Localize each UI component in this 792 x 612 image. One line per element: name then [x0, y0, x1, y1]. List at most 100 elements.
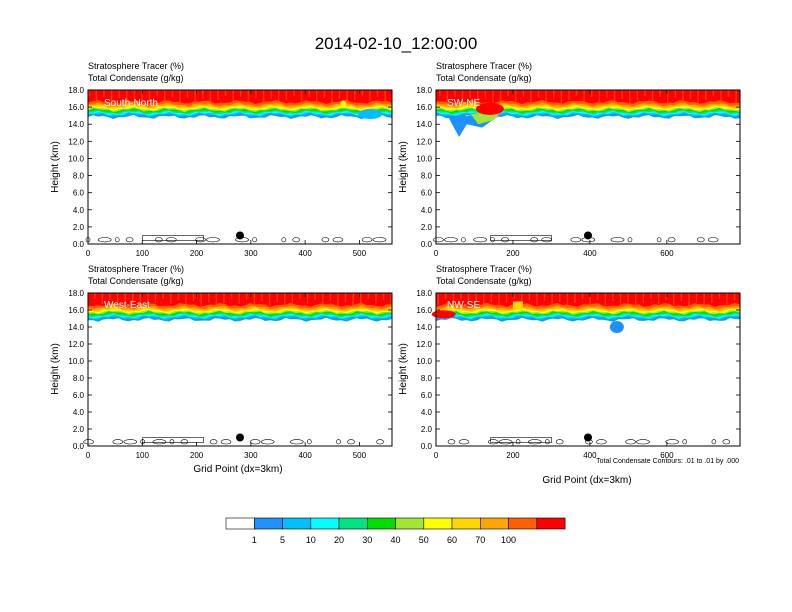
panel-west-east: Stratosphere Tracer (%) Total Condensate…: [50, 264, 393, 475]
tracer-streak: [545, 90, 547, 103]
tracer-streak: [581, 293, 584, 299]
y-tick-label: 6.0: [421, 391, 433, 400]
plot-area-sw-ne: 0.0 2.0 4.0 6.0 8.0 10.0 12.0 14.0 16.0 18.0 0 200 4…: [416, 86, 741, 258]
tracer-band: [436, 90, 740, 104]
tracer-streak: [331, 90, 333, 103]
condensate-contour: [707, 237, 719, 243]
tracer-streak: [513, 293, 515, 299]
tracer-streak: [284, 293, 286, 307]
condensate-contour: [152, 439, 167, 445]
tracer-streak: [262, 90, 265, 103]
tracer-streak: [568, 90, 570, 100]
tracer-streak: [133, 90, 136, 99]
condensate-contour: [249, 439, 261, 445]
x-tick-label: 200: [190, 451, 204, 460]
panel-header-line2: Total Condensate (g/kg): [88, 276, 184, 286]
condensate-contour: [682, 439, 688, 445]
condensate-contour: [447, 439, 456, 445]
y-axis-label: Height (km): [398, 343, 409, 395]
tracer-streak: [147, 293, 149, 307]
location-marker: [584, 231, 592, 240]
tracer-streak: [461, 90, 464, 102]
tracer-intrusion: [475, 102, 504, 115]
tracer-intrusion: [470, 111, 502, 125]
x-tick-label: 500: [353, 249, 367, 258]
x-tick-label: 200: [506, 451, 520, 460]
figure-title: 2014-02-10_12:00:00: [315, 34, 478, 53]
tracer-streak: [300, 90, 303, 101]
tracer-streak: [560, 90, 563, 104]
condensate-contour: [112, 439, 124, 445]
condensate-contour: [83, 439, 94, 445]
tracer-streak: [521, 293, 523, 304]
tracer-streak: [306, 293, 309, 304]
plot-frame: [87, 89, 393, 245]
colorbar-label: 10: [306, 535, 316, 545]
colorbar-swatch: [338, 517, 368, 530]
tracer-streak: [483, 293, 485, 306]
y-tick-label: 14.0: [68, 323, 84, 332]
tracer-streak: [291, 293, 294, 303]
tracer-streak: [644, 90, 646, 96]
condensate-contour: [289, 439, 304, 445]
tracer-streak: [665, 293, 667, 300]
tracer-streak: [460, 293, 462, 300]
tracer-streak: [261, 293, 263, 301]
condensate-contour: [292, 237, 301, 243]
tracer-streak: [344, 293, 347, 302]
panel-label: SW-NE: [447, 98, 480, 109]
tracer-streak: [116, 293, 119, 305]
colorbar-swatch: [423, 517, 453, 530]
tracer-streak: [437, 293, 439, 305]
colorbar-swatch: [366, 517, 396, 530]
colorbar-swatch: [536, 517, 566, 530]
condensate-contour: [722, 439, 731, 445]
y-tick-label: 12.0: [416, 137, 432, 146]
contour-note: Total Condensate Contours: .01 to .01 by…: [596, 458, 739, 465]
tracer-streak: [695, 293, 698, 302]
y-tick-label: 2.0: [421, 223, 433, 232]
condensate-contour: [332, 237, 344, 243]
colorbar-label: 50: [419, 535, 429, 545]
colorbar-label: 30: [362, 535, 372, 545]
y-tick-label: 0.0: [73, 240, 85, 249]
tracer-streak: [467, 293, 470, 305]
y-tick-label: 4.0: [421, 206, 433, 215]
tracer-band: [436, 293, 740, 307]
condensate-contour: [667, 237, 676, 243]
condensate-contour: [155, 237, 163, 243]
y-tick-label: 2.0: [421, 425, 433, 434]
condensate-contour: [473, 237, 487, 243]
x-tick-label: 100: [136, 249, 150, 258]
y-tick-label: 18.0: [68, 86, 84, 95]
tracer-streak: [697, 90, 699, 104]
tracer-streak: [253, 293, 256, 305]
colorbar-swatch: [310, 517, 340, 530]
panel-south-north: Stratosphere Tracer (%) Total Condensate…: [50, 61, 393, 258]
tracer-streak: [103, 90, 105, 97]
tracer-streak: [154, 293, 157, 303]
y-tick-label: 10.0: [416, 357, 432, 366]
tracer-streak: [613, 90, 616, 103]
x-tick-label: 500: [353, 451, 367, 460]
colorbar-swatch: [479, 517, 509, 530]
colorbar-label: 100: [501, 535, 516, 545]
location-marker: [236, 433, 244, 442]
tracer-streak: [445, 293, 447, 299]
y-tick-label: 14.0: [68, 120, 84, 129]
y-tick-label: 6.0: [421, 189, 433, 198]
tracer-streak: [323, 90, 326, 98]
condensate-contour: [125, 237, 134, 243]
condensate-contour: [487, 439, 499, 445]
tracer-streak: [185, 293, 187, 305]
tracer-streak: [240, 90, 242, 97]
condensate-contour: [260, 439, 275, 445]
tracer-streak: [110, 90, 113, 102]
tracer-streak: [164, 90, 166, 101]
tracer-streak: [673, 293, 675, 305]
tracer-streak: [446, 90, 449, 101]
tracer-streak: [711, 293, 713, 303]
tracer-streak: [192, 293, 195, 301]
y-tick-label: 16.0: [68, 306, 84, 315]
